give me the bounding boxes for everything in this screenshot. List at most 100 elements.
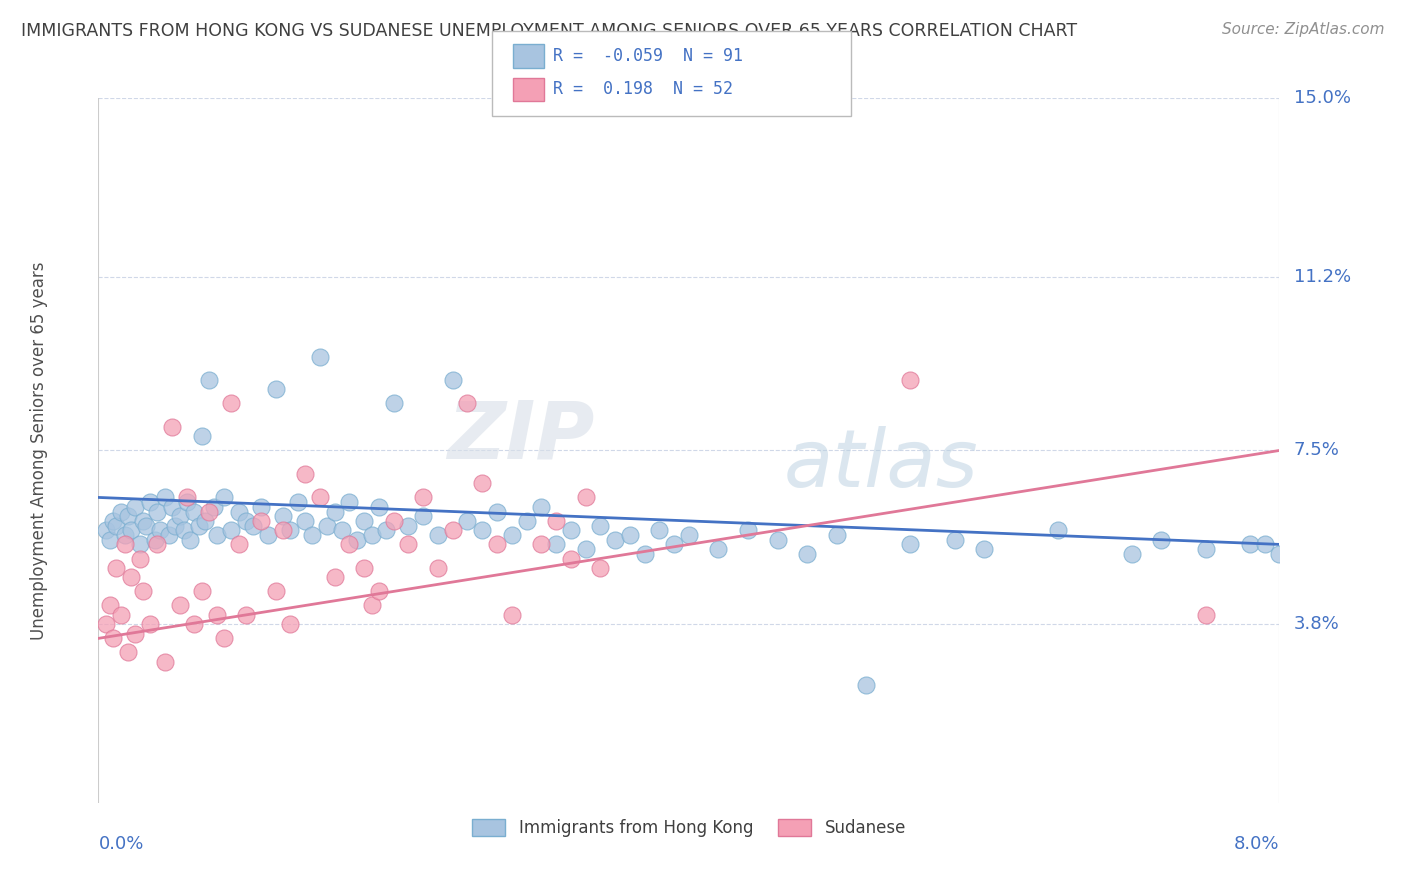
Point (560, 551, 582, 566)
Point (198, 504, 221, 518)
Text: ZIP: ZIP (447, 397, 595, 475)
Point (368, 500, 391, 514)
Point (1121, 547, 1143, 561)
Point (1150, 533, 1173, 547)
Point (546, 537, 568, 551)
Point (135, 518, 157, 533)
Point (1268, 547, 1291, 561)
Point (146, 504, 169, 518)
Point (114, 528, 136, 542)
Point (501, 607, 523, 622)
Point (94, 524, 117, 538)
Point (221, 396, 243, 410)
Point (575, 491, 598, 505)
Point (427, 561, 450, 575)
Point (664, 537, 686, 551)
Point (250, 514, 273, 528)
Point (294, 467, 316, 481)
Point (146, 537, 169, 551)
Point (360, 528, 382, 542)
Point (560, 524, 582, 538)
Point (546, 514, 568, 528)
Point (271, 509, 294, 524)
Point (441, 524, 464, 538)
Point (648, 524, 671, 538)
Point (117, 645, 139, 659)
Point (471, 524, 494, 538)
Point (139, 495, 162, 509)
Point (486, 537, 509, 551)
Point (619, 528, 641, 542)
Text: 7.5%: 7.5% (1294, 442, 1340, 459)
Point (353, 514, 375, 528)
Point (737, 524, 759, 538)
Point (221, 524, 243, 538)
Point (235, 514, 257, 528)
Point (187, 518, 209, 533)
Point (103, 514, 125, 528)
Point (707, 542, 730, 557)
Point (309, 350, 332, 364)
Point (105, 561, 128, 575)
Point (766, 533, 789, 547)
Point (368, 584, 391, 599)
Text: 0.0%: 0.0% (98, 835, 143, 853)
Point (855, 678, 877, 692)
Point (124, 626, 146, 640)
Point (143, 533, 166, 547)
Point (412, 491, 434, 505)
Point (530, 537, 553, 551)
Point (346, 533, 368, 547)
Point (973, 542, 995, 557)
Point (589, 561, 612, 575)
Point (191, 584, 214, 599)
Point (339, 495, 361, 509)
Point (120, 570, 142, 584)
Text: 15.0%: 15.0% (1294, 89, 1351, 107)
Point (796, 547, 818, 561)
Point (205, 528, 228, 542)
Point (228, 504, 250, 518)
Point (589, 518, 612, 533)
Point (235, 607, 257, 622)
Point (398, 537, 420, 551)
Point (516, 514, 538, 528)
Point (132, 584, 155, 599)
Point (153, 491, 176, 505)
Point (323, 504, 346, 518)
Point (427, 528, 450, 542)
Point (242, 518, 264, 533)
Point (250, 500, 273, 514)
Point (323, 570, 346, 584)
Point (110, 504, 132, 518)
Text: 3.8%: 3.8% (1294, 615, 1340, 633)
Point (94, 617, 117, 632)
Legend: Immigrants from Hong Kong, Sudanese: Immigrants from Hong Kong, Sudanese (465, 813, 912, 844)
Point (398, 518, 420, 533)
Point (98, 533, 121, 547)
Point (132, 514, 155, 528)
Point (169, 509, 191, 524)
Point (530, 500, 553, 514)
Point (360, 599, 382, 613)
Point (375, 524, 398, 538)
Point (128, 537, 150, 551)
Point (287, 495, 309, 509)
Point (825, 528, 848, 542)
Point (316, 518, 339, 533)
Point (257, 528, 280, 542)
Point (183, 504, 205, 518)
Point (176, 491, 198, 505)
Text: atlas: atlas (783, 425, 979, 504)
Point (678, 528, 700, 542)
Point (212, 632, 235, 646)
Point (301, 528, 323, 542)
Point (280, 524, 302, 538)
Point (128, 551, 150, 566)
Point (157, 528, 180, 542)
Point (117, 509, 139, 524)
Point (202, 500, 225, 514)
Point (98, 599, 121, 613)
Point (149, 524, 172, 538)
Point (165, 518, 187, 533)
